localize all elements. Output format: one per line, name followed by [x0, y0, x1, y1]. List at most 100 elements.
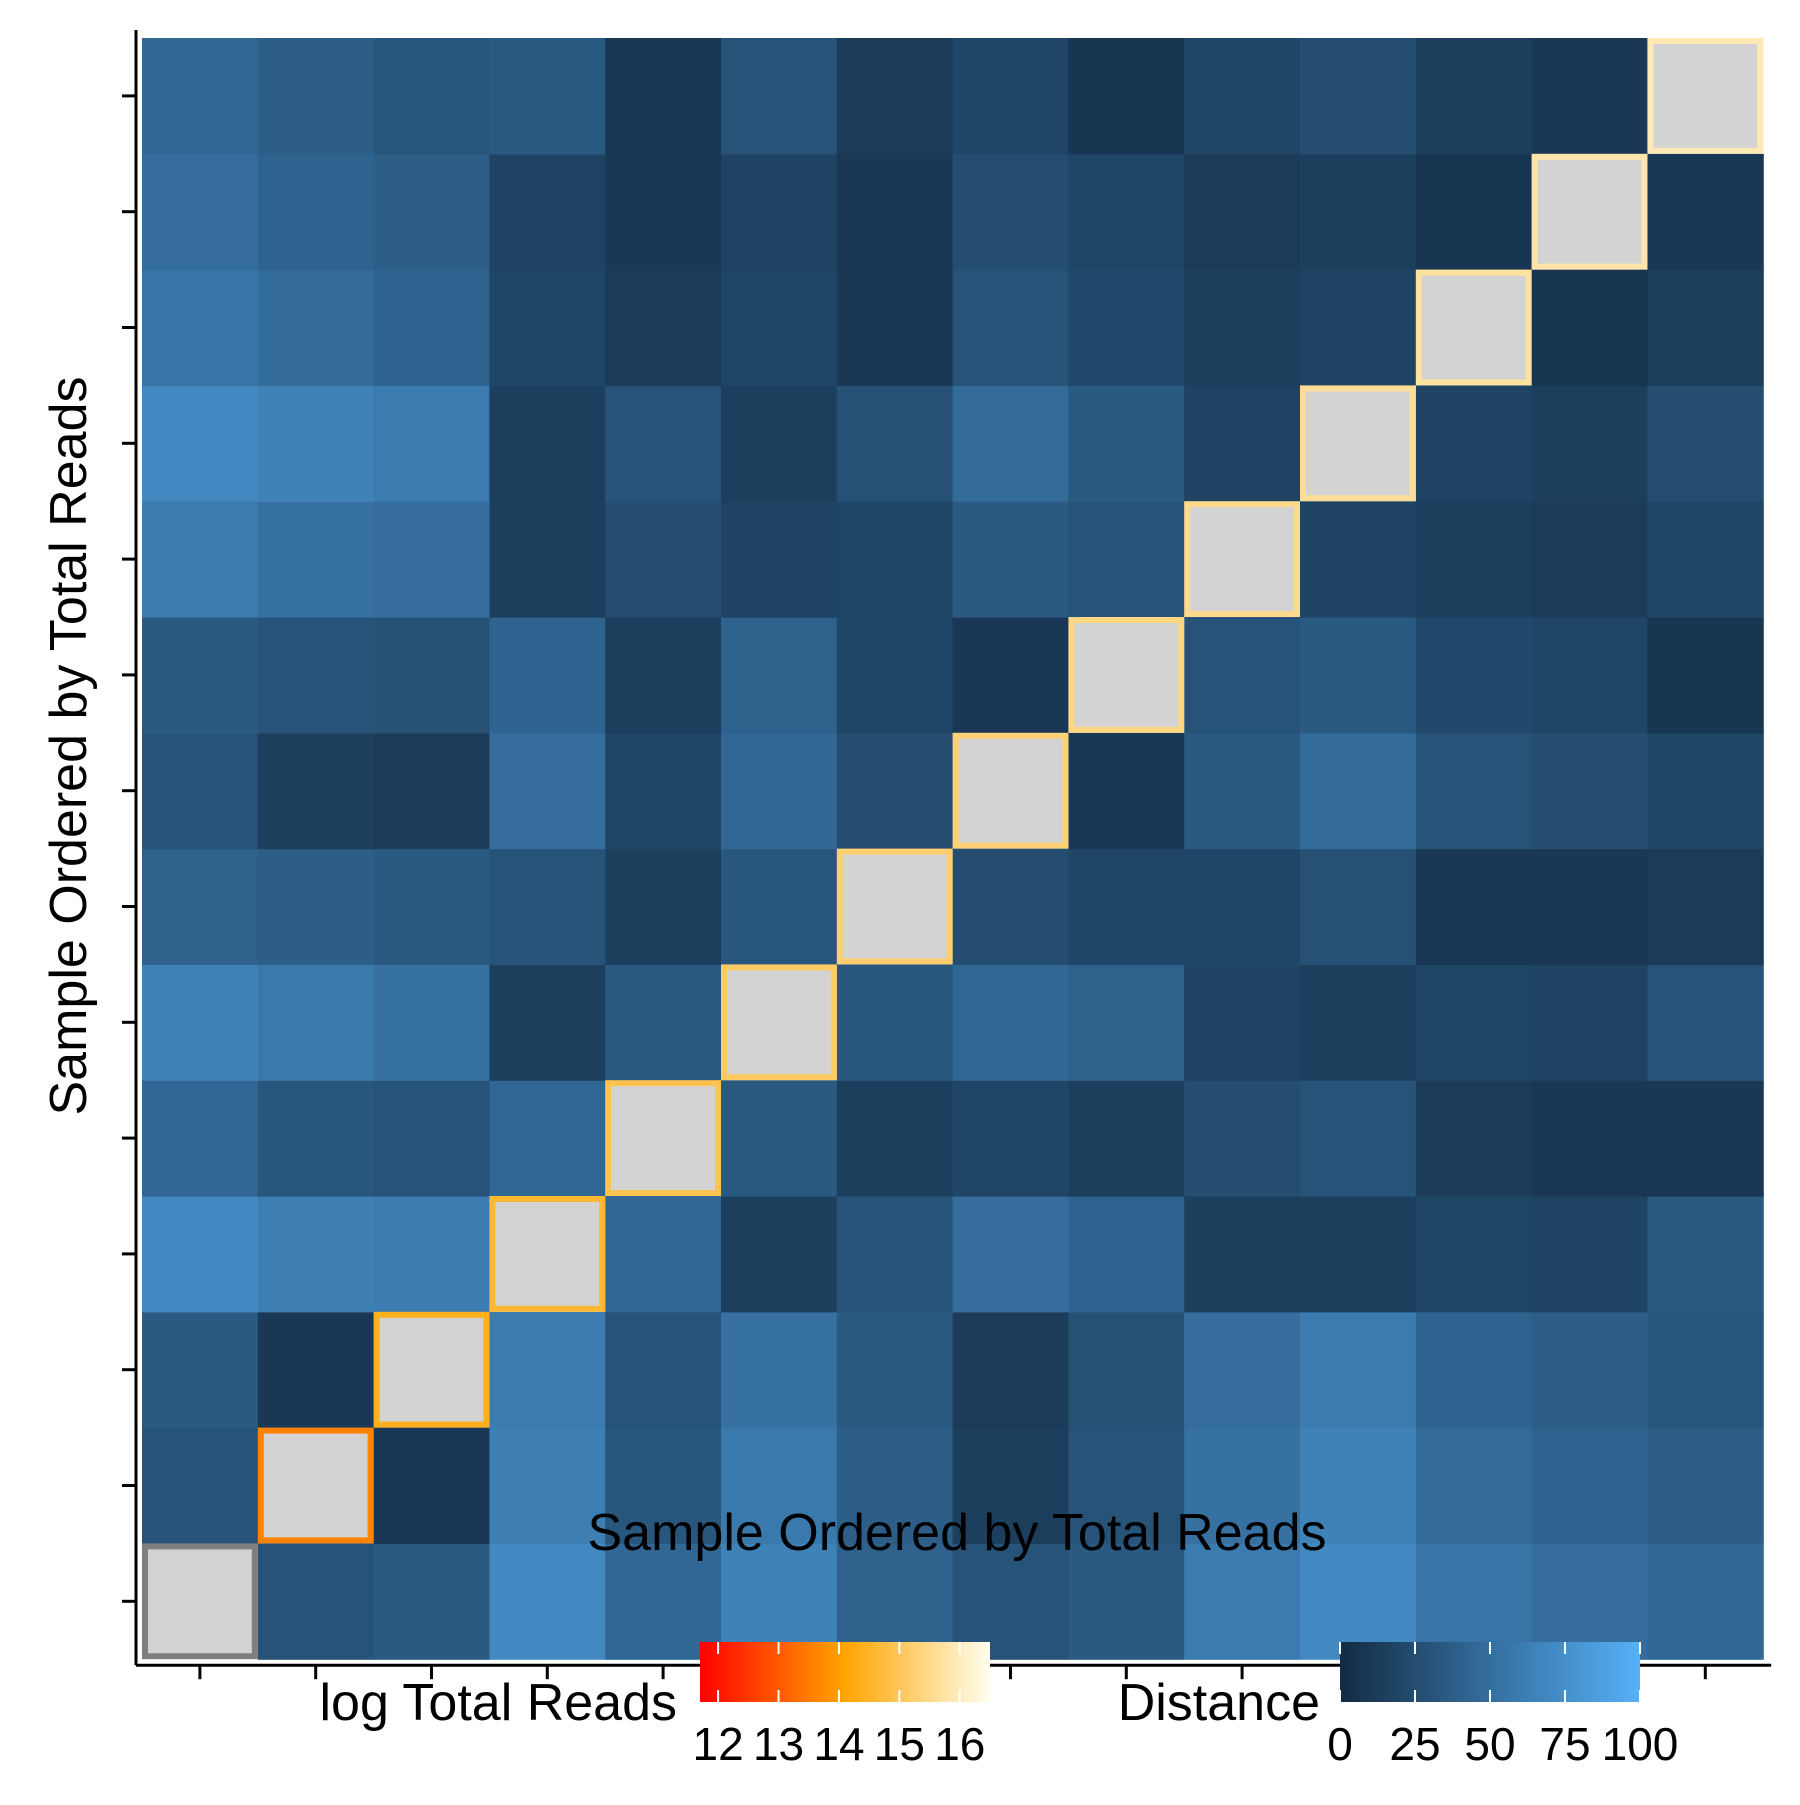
- heatmap-cell: [1415, 1427, 1533, 1544]
- heatmap-cell: [257, 269, 375, 386]
- heatmap-cell: [257, 964, 375, 1081]
- heatmap-cell: [605, 732, 722, 850]
- heatmap-cell: [1415, 501, 1533, 618]
- heatmap-cell: [142, 1427, 259, 1544]
- heatmap-cell: [1415, 153, 1533, 271]
- heatmap-cell: [257, 38, 375, 155]
- diagonal-cell: [1300, 385, 1416, 502]
- heatmap-cell: [605, 501, 722, 618]
- fill-legend-tick-label: 100: [1602, 1718, 1679, 1770]
- outline-legend: log Total Reads 12 13 14 15 16: [320, 1642, 990, 1770]
- heatmap-cell: [142, 964, 259, 1081]
- heatmap-cell: [1184, 617, 1301, 734]
- heatmap-cell: [1415, 38, 1533, 155]
- heatmap-cell: [1184, 1427, 1301, 1544]
- heatmap-cell: [721, 38, 838, 155]
- heatmap-cell: [1184, 964, 1301, 1081]
- heatmap-cell: [373, 964, 490, 1081]
- heatmap-cell: [836, 1543, 954, 1660]
- heatmap-cell: [721, 269, 838, 386]
- heatmap-cell: [1531, 1543, 1648, 1660]
- outline-legend-tick-label: 13: [753, 1718, 804, 1770]
- heatmap-cell: [1647, 1196, 1764, 1313]
- heatmap-cell: [721, 732, 838, 850]
- heatmap-cell: [1184, 385, 1301, 502]
- heatmap-cell: [1300, 732, 1417, 850]
- heatmap-cell: [836, 732, 954, 850]
- heatmap-cell: [373, 1196, 490, 1313]
- heatmap-cell: [257, 1080, 375, 1197]
- heatmap-cell: [489, 1311, 606, 1429]
- heatmap-cell: [1647, 1427, 1764, 1544]
- heatmap-cell: [605, 1543, 722, 1660]
- heatmap-cell: [1647, 732, 1764, 850]
- heatmap-cell: [952, 1080, 1069, 1197]
- heatmap-cell: [373, 848, 490, 965]
- heatmap-cell: [1300, 1080, 1417, 1197]
- heatmap-cell: [605, 269, 722, 386]
- heatmap-cell: [373, 1543, 490, 1660]
- heatmap-cell: [142, 1080, 259, 1197]
- heatmap-cell: [489, 269, 606, 386]
- heatmap-cell: [721, 617, 838, 734]
- heatmap-cell: [1415, 732, 1533, 850]
- outline-legend-tick-label: 16: [934, 1718, 985, 1770]
- heatmap-cells: [142, 38, 1764, 1660]
- heatmap-cell: [1647, 1311, 1764, 1429]
- heatmap-cell: [1068, 1311, 1185, 1429]
- heatmap-cell: [1415, 964, 1533, 1081]
- diagonal-cell: [1415, 269, 1532, 386]
- heatmap-cell: [142, 153, 259, 271]
- fill-legend-tick-label: 50: [1464, 1718, 1515, 1770]
- heatmap-cell: [1531, 1196, 1648, 1313]
- heatmap-cell: [952, 1311, 1069, 1429]
- heatmap-cell: [257, 1196, 375, 1313]
- heatmap-cell: [489, 617, 606, 734]
- heatmap-cell: [952, 964, 1069, 1081]
- heatmap-cell: [489, 153, 606, 271]
- heatmap-cell: [257, 1543, 375, 1660]
- outline-legend-colorbar: [700, 1642, 990, 1702]
- heatmap-cell: [1531, 269, 1648, 386]
- heatmap-cell: [1647, 1080, 1764, 1197]
- heatmap-cell: [1300, 848, 1417, 965]
- heatmap-cell: [1647, 1543, 1764, 1660]
- heatmap-cell: [1415, 848, 1533, 965]
- heatmap-cell: [1531, 1080, 1648, 1197]
- heatmap-cell: [605, 964, 722, 1081]
- heatmap-cell: [1531, 1311, 1648, 1429]
- heatmap-cell: [605, 385, 722, 502]
- heatmap-cell: [1184, 153, 1301, 271]
- diagonal-cell: [605, 1080, 722, 1196]
- heatmap-cell: [836, 153, 954, 271]
- heatmap-cell: [1184, 732, 1301, 850]
- heatmap-cell: [1300, 1543, 1417, 1660]
- heatmap-cell: [1068, 385, 1185, 502]
- heatmap-cell: [373, 732, 490, 850]
- heatmap-cell: [836, 385, 954, 502]
- heatmap-cell: [721, 1311, 838, 1429]
- heatmap-cell: [721, 1196, 838, 1313]
- heatmap-cell: [1647, 501, 1764, 618]
- heatmap-cell: [1300, 38, 1417, 155]
- heatmap-cell: [1068, 38, 1185, 155]
- heatmap-cell: [257, 385, 375, 502]
- heatmap-cell: [1300, 153, 1417, 271]
- diagonal-cell: [142, 1543, 258, 1660]
- heatmap-cell: [836, 964, 954, 1081]
- heatmap-cell: [721, 501, 838, 618]
- x-axis-label: Sample Ordered by Total Reads: [588, 1504, 1327, 1562]
- heatmap-cell: [836, 1196, 954, 1313]
- heatmap-cell: [1415, 385, 1533, 502]
- heatmap-cell: [142, 38, 259, 155]
- y-axis-label: Sample Ordered by Total Reads: [40, 377, 98, 1116]
- heatmap-cell: [373, 385, 490, 502]
- heatmap-cell: [952, 617, 1069, 734]
- heatmap-cell: [605, 1427, 722, 1544]
- heatmap-cell: [1531, 732, 1648, 850]
- heatmap-cell: [489, 1427, 606, 1544]
- heatmap-cell: [1068, 1543, 1185, 1660]
- heatmap-cell: [489, 385, 606, 502]
- heatmap-cell: [1300, 1196, 1417, 1313]
- fill-legend-tick-label: 0: [1327, 1718, 1353, 1770]
